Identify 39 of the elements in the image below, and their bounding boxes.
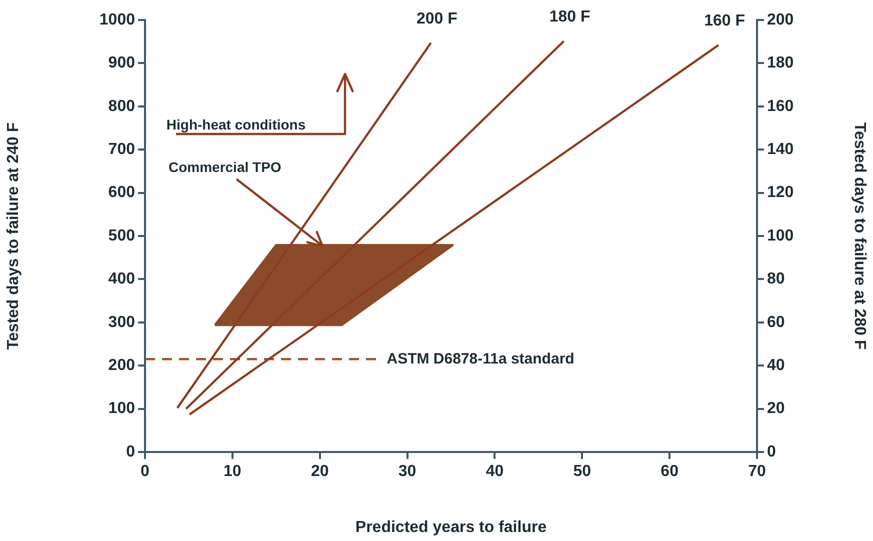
y-tick-label: 300	[108, 314, 136, 331]
y-tick-label: 900	[108, 54, 136, 72]
x-tick-label: 40	[486, 463, 504, 480]
y-tick-label: 700	[108, 141, 136, 158]
y2-tick-label: 60	[767, 314, 785, 331]
y2-tick-label: 40	[767, 357, 785, 374]
y2-tick-label: 200	[767, 11, 794, 28]
y2-tick-label: 0	[767, 443, 776, 460]
series-label: 200 F	[416, 10, 458, 28]
series-label: 180 F	[549, 8, 590, 26]
series-label: 160 F	[704, 12, 746, 30]
y-tick-label: 200	[108, 357, 136, 374]
x-axis-title: Predicted years to failure	[355, 518, 547, 536]
y2-tick-label: 120	[767, 184, 794, 202]
y-tick-label: 100	[108, 400, 136, 418]
y-tick-label: 800	[108, 98, 136, 115]
y-axis-title: Tested days to failure at 240 F	[5, 122, 22, 350]
annotation: Commercial TPO	[168, 158, 282, 175]
y2-tick-label: 160	[767, 98, 794, 115]
y2-tick-label: 180	[767, 54, 794, 72]
x-tick-label: 0	[140, 463, 150, 480]
y-tick-label: 500	[108, 227, 136, 244]
y2-tick-label: 140	[767, 141, 794, 158]
ref-line-label: ASTM D6878-11a standard	[386, 350, 574, 368]
x-tick-label: 70	[748, 463, 766, 480]
y2-axis-title: Tested days to failure at 280 F	[850, 122, 868, 350]
y2-tick-label: 100	[767, 227, 794, 244]
y-tick-label: 600	[108, 184, 136, 202]
x-tick-label: 10	[224, 463, 242, 480]
y-tick-label: 1000	[99, 11, 136, 28]
y-tick-label: 0	[126, 443, 136, 460]
x-tick-label: 50	[573, 463, 592, 480]
y2-tick-label: 20	[767, 400, 785, 418]
y-tick-label: 400	[108, 270, 136, 288]
x-tick-label: 30	[398, 463, 416, 480]
annotation: High-heat conditions	[166, 116, 306, 133]
x-tick-label: 20	[310, 463, 329, 480]
y2-tick-label: 80	[767, 270, 785, 288]
x-tick-label: 60	[660, 463, 679, 480]
